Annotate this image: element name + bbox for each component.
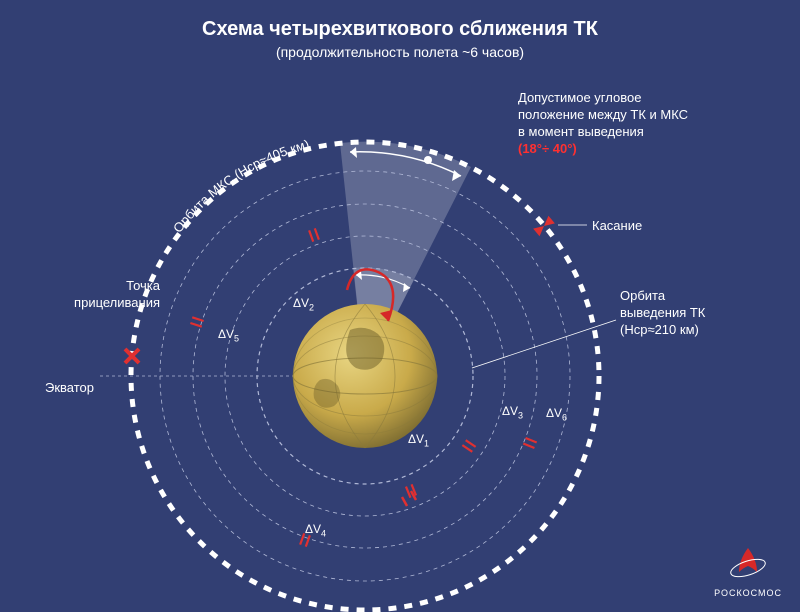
aim-point-label: Точка прицеливания — [50, 278, 160, 312]
roscosmos-logo: РОСКОСМОС — [714, 546, 782, 598]
dv2-label: ΔV2 — [293, 296, 314, 312]
equator-label: Экватор — [45, 380, 94, 397]
tk-orbit-leader — [472, 320, 616, 368]
earth-icon — [293, 304, 437, 448]
dv6-label: ΔV6 — [546, 406, 567, 422]
diagram-subtitle: (продолжительность полета ~6 часов) — [0, 44, 800, 60]
tk-orbit-label: Орбита выведения ТК (Нср≈210 км) — [620, 288, 705, 339]
dv1-label: ΔV1 — [408, 432, 429, 448]
logo-text: РОСКОСМОС — [714, 588, 782, 598]
diagram-title: Схема четырехвиткового сближения ТК — [0, 18, 800, 41]
iss-orbit-label: Орбита МКС (Нср≈405 км) — [170, 137, 311, 236]
dv5-label: ΔV5 — [218, 327, 239, 343]
dv4-label: ΔV4 — [305, 522, 326, 538]
angle-range: (18°÷ 40°) — [518, 141, 577, 156]
dv3-label: ΔV3 — [502, 404, 523, 420]
touch-label: Касание — [592, 218, 642, 235]
angular-window-label: Допустимое угловое положение между ТК и … — [518, 90, 688, 158]
